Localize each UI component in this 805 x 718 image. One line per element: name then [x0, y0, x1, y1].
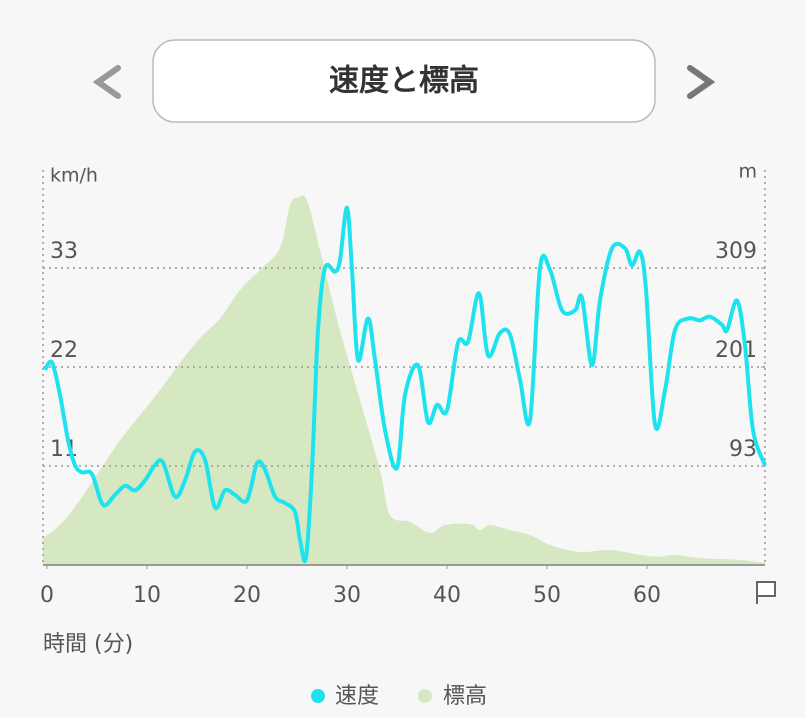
x-tick-label: 50 [533, 583, 561, 608]
x-tick-label: 30 [333, 583, 361, 608]
legend-label: 標高 [443, 684, 487, 709]
x-tick-label: 0 [40, 583, 54, 608]
y-axis-unit: km/h [50, 165, 98, 187]
finish-flag [756, 581, 776, 604]
prev-arrow[interactable] [92, 65, 121, 99]
legend-swatch [418, 689, 432, 703]
x-tick-label: 60 [633, 583, 661, 608]
y-tick-label: 33 [50, 239, 78, 264]
x-tick-label: 10 [133, 583, 161, 608]
chart-title: 速度と標高 [329, 64, 479, 99]
legend-label: 速度 [335, 684, 379, 709]
y2-tick-label: 201 [715, 338, 757, 363]
y-tick-label: 22 [50, 338, 78, 363]
y2-tick-label: 309 [715, 239, 757, 264]
x-axis-label: 時間 (分) [43, 632, 133, 657]
elevation-area [43, 195, 765, 566]
y2-tick-label: 93 [729, 437, 757, 462]
title-box[interactable] [152, 39, 656, 123]
y2-axis-unit: m [738, 161, 757, 183]
legend-swatch [311, 689, 325, 703]
x-tick-label: 40 [433, 583, 461, 608]
speed-line [43, 205, 767, 564]
x-tick-label: 20 [233, 583, 261, 608]
next-arrow[interactable] [687, 65, 716, 99]
